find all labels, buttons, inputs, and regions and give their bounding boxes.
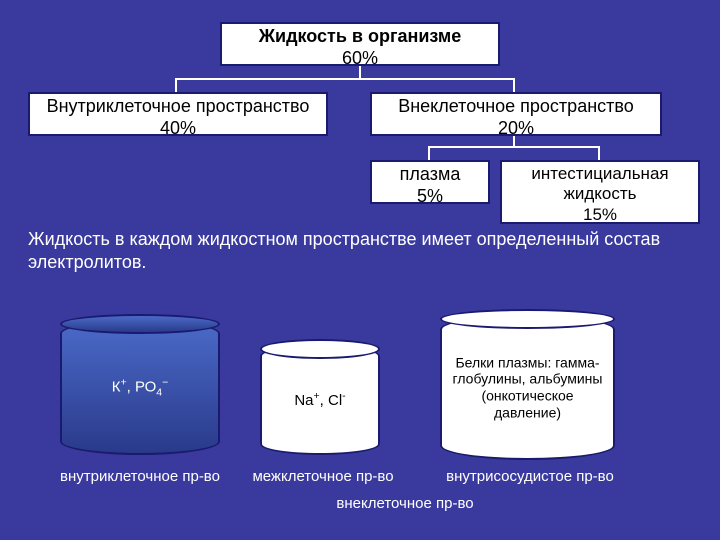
intravascular-caption: внутрисосудистое пр-во [430,468,630,485]
intercellular-ions: Na+, Cl- [262,390,378,410]
extracellular-box: Внеклеточное пространство 20% [370,92,662,136]
connector-inter-down [598,146,600,160]
extracellular-title: Внеклеточное пространство [378,96,654,118]
intracellular-cylinder: К+, РО4− [60,320,220,455]
connector-left-down [175,78,177,92]
intercellular-caption: межклеточное пр-во [238,468,408,485]
intracellular-caption: внутриклеточное пр-во [40,468,240,485]
connector-extracell-down [513,136,515,146]
description-paragraph: Жидкость в каждом жидкостном пространств… [28,228,688,275]
intravascular-cylinder: Белки плазмы: гамма-глобулины, альбумины… [440,315,615,460]
intracellular-percent: 40% [36,118,320,140]
intravascular-proteins: Белки плазмы: гамма-глобулины, альбумины… [442,354,613,421]
interstitial-box: интестициальная жидкость 15% [500,160,700,224]
plasma-box: плазма 5% [370,160,490,204]
intracellular-title: Внутриклеточное пространство [36,96,320,118]
root-title: Жидкость в организме [228,26,492,48]
intercellular-cylinder: Na+, Cl- [260,345,380,455]
intracellular-box: Внутриклеточное пространство 40% [28,92,328,136]
extracellular-bottom-caption: внеклеточное пр-во [280,495,530,512]
connector-horizontal [175,78,515,80]
connector-right-down [513,78,515,92]
intracellular-ions: К+, РО4− [62,376,218,399]
connector-extracell-h [428,146,600,148]
interstitial-percent: 15% [508,205,692,225]
interstitial-title: интестициальная жидкость [508,164,692,205]
plasma-title: плазма [378,164,482,186]
extracellular-percent: 20% [378,118,654,140]
root-box: Жидкость в организме 60% [220,22,500,66]
plasma-percent: 5% [378,186,482,208]
connector-root-down [359,66,361,78]
connector-plasma-down [428,146,430,160]
